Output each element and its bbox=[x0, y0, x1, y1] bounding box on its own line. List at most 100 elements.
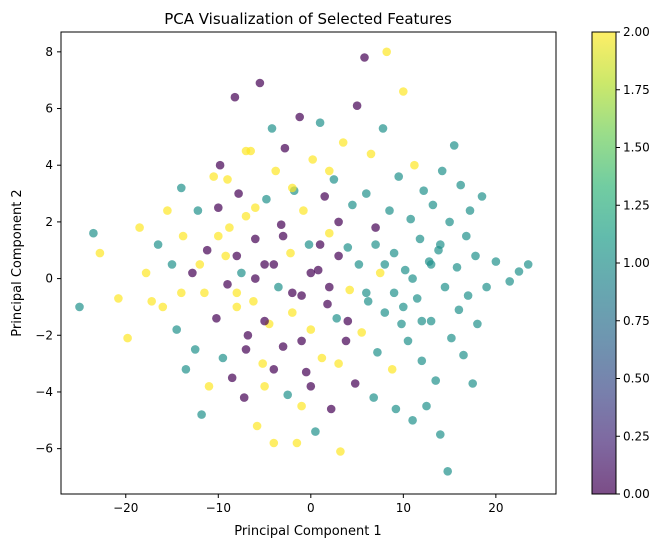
x-tick-label: 20 bbox=[488, 501, 503, 515]
scatter-point-124 bbox=[443, 467, 453, 476]
scatter-point-134 bbox=[465, 206, 475, 215]
scatter-point-123 bbox=[440, 282, 450, 292]
scatter-point-95 bbox=[375, 268, 385, 278]
scatter-point-110 bbox=[410, 160, 419, 170]
scatter-point-161 bbox=[399, 302, 408, 312]
scatter-point-121 bbox=[436, 430, 445, 439]
scatter-point-25 bbox=[214, 203, 223, 212]
scatter-point-48 bbox=[267, 124, 277, 133]
scatter-point-60 bbox=[295, 112, 305, 122]
scatter-point-30 bbox=[225, 223, 234, 232]
scatter-point-61 bbox=[297, 291, 306, 300]
colorbar-tick-label: 0.25 bbox=[623, 429, 650, 443]
scatter-point-44 bbox=[258, 359, 268, 368]
scatter-point-63 bbox=[301, 367, 311, 377]
scatter-point-102 bbox=[391, 404, 401, 414]
y-axis-label: Principal Component 2 bbox=[10, 189, 25, 336]
scatter-point-139 bbox=[482, 282, 491, 292]
scatter-point-162 bbox=[371, 240, 380, 249]
scatter-point-155 bbox=[241, 345, 251, 354]
scatter-point-80 bbox=[341, 336, 351, 346]
scatter-point-160 bbox=[380, 260, 390, 269]
y-tick-label: 2 bbox=[45, 215, 53, 229]
scatter-point-114 bbox=[419, 186, 429, 195]
scatter-point-93 bbox=[371, 223, 380, 232]
scatter-point-129 bbox=[454, 305, 464, 315]
scatter-point-101 bbox=[389, 248, 399, 258]
scatter-point-127 bbox=[449, 141, 459, 150]
scatter-point-126 bbox=[447, 333, 456, 343]
scatter-point-38 bbox=[243, 331, 253, 340]
scatter-point-15 bbox=[181, 365, 191, 374]
scatter-point-55 bbox=[283, 390, 293, 400]
scatter-point-142 bbox=[514, 267, 524, 276]
scatter-point-88 bbox=[360, 53, 369, 62]
scatter-point-72 bbox=[323, 299, 332, 309]
chart-title: PCA Visualization of Selected Features bbox=[164, 10, 452, 28]
scatter-point-174 bbox=[288, 183, 297, 193]
scatter-point-34 bbox=[234, 189, 243, 198]
scatter-point-32 bbox=[230, 92, 240, 102]
scatter-point-10 bbox=[163, 206, 172, 215]
scatter-point-13 bbox=[177, 183, 186, 193]
scatter-point-65 bbox=[306, 325, 316, 334]
colorbar-tick-label: 2.00 bbox=[623, 25, 650, 39]
scatter-point-19 bbox=[197, 410, 206, 419]
scatter-point-106 bbox=[400, 265, 410, 275]
scatter-point-151 bbox=[315, 240, 325, 249]
scatter-point-22 bbox=[204, 382, 214, 391]
scatter-point-166 bbox=[417, 316, 427, 326]
scatter-point-128 bbox=[452, 263, 462, 272]
scatter-point-112 bbox=[415, 234, 425, 244]
scatter-point-67 bbox=[311, 427, 320, 436]
scatter-point-167 bbox=[436, 240, 445, 249]
scatter-point-145 bbox=[269, 260, 279, 269]
y-axis: −6 −4 −2 0 2 4 6 8 bbox=[35, 45, 61, 456]
scatter-point-108 bbox=[406, 214, 416, 224]
scatter-point-37 bbox=[241, 211, 251, 221]
scatter-point-23 bbox=[209, 172, 218, 181]
scatter-point-33 bbox=[232, 302, 242, 312]
scatter-point-149 bbox=[232, 251, 242, 261]
scatter-point-40 bbox=[249, 297, 258, 306]
scatter-point-144 bbox=[251, 274, 260, 283]
scatter-point-175 bbox=[325, 166, 334, 176]
scatter-point-1 bbox=[89, 228, 98, 238]
scatter-point-68 bbox=[313, 265, 323, 275]
scatter-point-103 bbox=[394, 172, 404, 181]
scatter-point-8 bbox=[153, 240, 163, 249]
colorbar-tick-label: 1.25 bbox=[623, 198, 650, 212]
x-axis: −20 −10 0 10 20 bbox=[113, 494, 504, 515]
scatter-point-96 bbox=[378, 124, 388, 133]
colorbar-tick-label: 1.50 bbox=[623, 141, 650, 155]
scatter-point-153 bbox=[297, 336, 306, 346]
scatter-point-173 bbox=[223, 175, 232, 184]
y-tick-label: −6 bbox=[35, 442, 53, 456]
scatter-point-18 bbox=[193, 206, 203, 215]
scatter-point-136 bbox=[471, 251, 480, 261]
scatter-point-2 bbox=[95, 248, 105, 258]
y-tick-label: 0 bbox=[45, 272, 53, 286]
scatter-point-70 bbox=[317, 353, 327, 363]
colorbar bbox=[592, 32, 616, 494]
y-tick-label: 4 bbox=[45, 158, 53, 172]
scatter-point-62 bbox=[299, 206, 308, 215]
scatter-point-141 bbox=[505, 277, 514, 286]
scatter-point-73 bbox=[325, 228, 334, 238]
scatter-point-86 bbox=[354, 260, 364, 269]
scatter-point-163 bbox=[389, 288, 399, 298]
scatter-point-107 bbox=[403, 336, 413, 346]
scatter-point-24 bbox=[212, 314, 221, 323]
scatter-point-46 bbox=[262, 194, 271, 204]
scatter-point-170 bbox=[232, 288, 242, 298]
scatter-point-122 bbox=[437, 166, 447, 176]
y-tick-label: −2 bbox=[35, 328, 53, 342]
scatter-point-130 bbox=[456, 180, 466, 190]
scatter-point-159 bbox=[362, 288, 371, 298]
scatter-point-140 bbox=[491, 257, 501, 266]
scatter-point-172 bbox=[251, 203, 260, 212]
scatter-point-104 bbox=[397, 319, 406, 329]
scatter-point-74 bbox=[326, 404, 336, 414]
y-tick-label: 6 bbox=[45, 102, 53, 116]
